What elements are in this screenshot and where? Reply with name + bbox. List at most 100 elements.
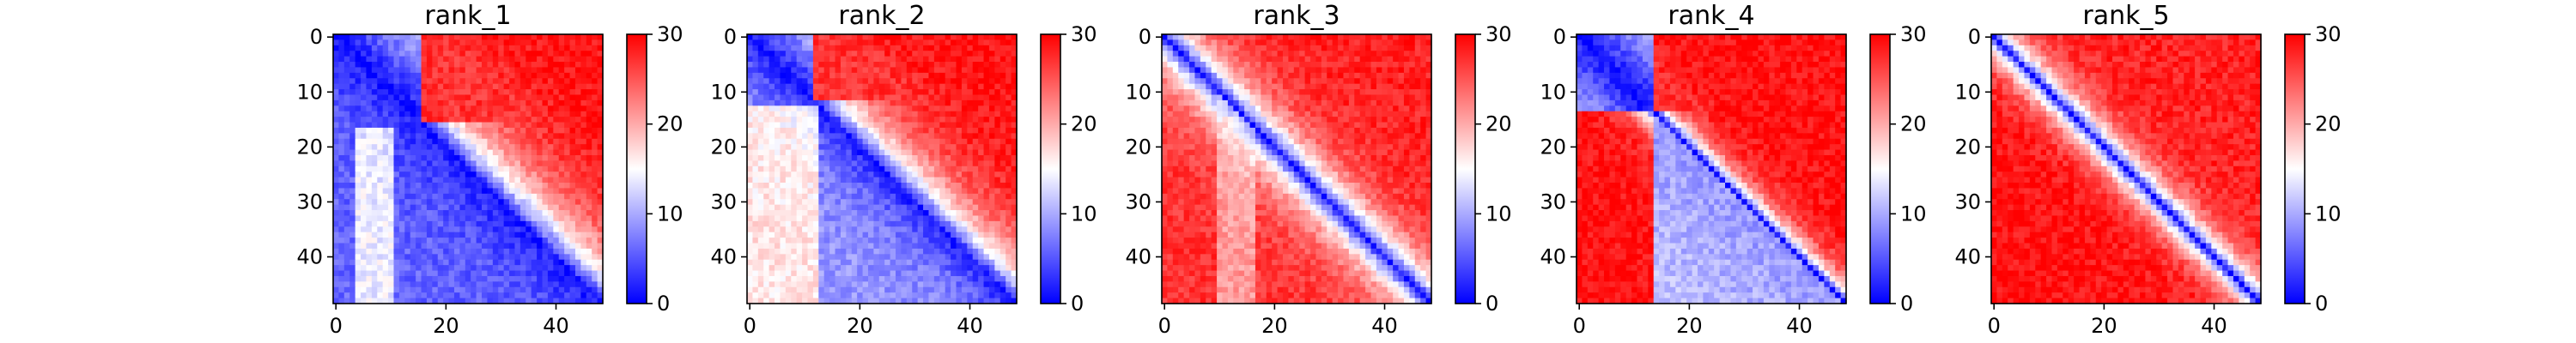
- heatmap-cell: [802, 72, 809, 79]
- heatmap-cell: [547, 286, 554, 293]
- heatmap-cell: [757, 243, 764, 250]
- heatmap-cell: [840, 62, 847, 69]
- heatmap-cell: [978, 210, 985, 217]
- heatmap-cell: [1005, 51, 1012, 57]
- heatmap-cell: [791, 117, 798, 123]
- heatmap-cell: [564, 210, 571, 217]
- heatmap-cell: [812, 220, 819, 227]
- y-tick-label: 20: [296, 135, 323, 159]
- heatmap-cell: [983, 78, 990, 85]
- heatmap-cell: [1183, 34, 1190, 41]
- heatmap-cell: [829, 243, 836, 250]
- heatmap-cell: [453, 144, 460, 151]
- heatmap-cell: [404, 154, 411, 161]
- heatmap-cell: [564, 259, 571, 266]
- heatmap-cell: [547, 67, 554, 74]
- heatmap-cell: [597, 45, 604, 51]
- heatmap-cell: [775, 193, 781, 200]
- heatmap-cell: [846, 160, 853, 167]
- heatmap-cell: [757, 51, 764, 57]
- heatmap-cell: [983, 34, 990, 41]
- heatmap-cell: [514, 62, 521, 69]
- heatmap-cell: [404, 220, 411, 227]
- heatmap-cell: [498, 298, 505, 304]
- heatmap-cell: [851, 122, 858, 129]
- heatmap-cell: [349, 183, 356, 190]
- heatmap-cell: [333, 259, 340, 266]
- heatmap-cell: [933, 144, 940, 151]
- heatmap-cell: [448, 188, 455, 195]
- heatmap-cell: [1011, 83, 1018, 90]
- heatmap-cell: [945, 45, 951, 51]
- heatmap-cell: [796, 154, 803, 161]
- heatmap-cell: [393, 89, 400, 96]
- heatmap-cell: [366, 45, 373, 51]
- heatmap-cell: [432, 188, 439, 195]
- heatmap-cell: [355, 254, 361, 261]
- heatmap-cell: [873, 298, 880, 304]
- heatmap-cell: [426, 177, 433, 184]
- heatmap-cell: [514, 39, 521, 46]
- heatmap-cell: [769, 188, 775, 195]
- heatmap-cell: [951, 204, 957, 211]
- heatmap-cell: [1011, 127, 1018, 134]
- heatmap-cell: [514, 78, 521, 85]
- heatmap-cell: [371, 149, 378, 156]
- heatmap-cell: [580, 270, 587, 277]
- heatmap-cell: [514, 165, 521, 172]
- heatmap-cell: [531, 226, 538, 233]
- heatmap-cell: [951, 248, 957, 255]
- heatmap-cell: [994, 56, 1001, 63]
- heatmap-cell: [807, 83, 814, 90]
- heatmap-cell: [426, 298, 433, 304]
- heatmap-cell: [757, 265, 764, 272]
- heatmap-cell: [377, 51, 384, 57]
- heatmap-cell: [398, 72, 405, 79]
- heatmap-cell: [917, 138, 924, 145]
- heatmap-cell: [763, 99, 770, 106]
- heatmap-cell: [465, 154, 471, 161]
- heatmap-cell: [482, 220, 489, 227]
- heatmap-cell: [785, 56, 792, 63]
- heatmap-cell: [542, 298, 549, 304]
- heatmap-cell: [928, 72, 935, 79]
- heatmap-cell: [829, 122, 836, 129]
- heatmap-cell: [558, 99, 565, 106]
- heatmap-cell: [382, 99, 389, 106]
- heatmap-cell: [586, 270, 592, 277]
- heatmap-cell: [923, 138, 930, 145]
- heatmap-cell: [465, 193, 471, 200]
- heatmap-cell: [829, 270, 836, 277]
- heatmap-cell: [757, 62, 764, 69]
- heatmap-cell: [862, 83, 869, 90]
- heatmap-cell: [537, 122, 544, 129]
- heatmap-cell: [928, 298, 935, 304]
- heatmap-cell: [763, 117, 770, 123]
- heatmap-cell: [752, 215, 759, 222]
- heatmap-cell: [492, 270, 499, 277]
- heatmap-cell: [398, 138, 405, 145]
- heatmap-cell: [393, 220, 400, 227]
- heatmap-cell: [878, 259, 885, 266]
- heatmap-cell: [553, 165, 560, 172]
- heatmap-cell: [867, 149, 874, 156]
- heatmap-cell: [537, 292, 544, 299]
- heatmap-cell: [519, 34, 526, 41]
- heatmap-cell: [956, 265, 963, 272]
- heatmap-cell: [1011, 133, 1018, 140]
- heatmap-cell: [531, 220, 538, 227]
- heatmap-cell: [884, 122, 891, 129]
- heatmap-cell: [896, 172, 902, 178]
- heatmap-cell: [807, 172, 814, 178]
- heatmap-cell: [432, 144, 439, 151]
- heatmap-cell: [802, 188, 809, 195]
- heatmap-cell: [437, 265, 444, 272]
- heatmap-cell: [763, 62, 770, 69]
- heatmap-cell: [857, 138, 864, 145]
- heatmap-cell: [890, 281, 896, 288]
- heatmap-cell: [896, 177, 902, 184]
- heatmap-cell: [901, 243, 908, 250]
- heatmap-cell: [951, 127, 957, 134]
- heatmap-cell: [471, 215, 477, 222]
- heatmap-cell: [553, 270, 560, 277]
